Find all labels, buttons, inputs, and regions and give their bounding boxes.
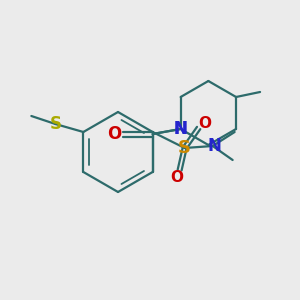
Text: N: N [208, 137, 222, 155]
Text: O: O [107, 125, 122, 143]
Text: S: S [50, 115, 61, 133]
Text: O: O [198, 116, 211, 131]
Text: S: S [178, 139, 191, 157]
Text: N: N [174, 120, 188, 138]
Text: N: N [174, 120, 188, 138]
Text: O: O [170, 170, 183, 185]
